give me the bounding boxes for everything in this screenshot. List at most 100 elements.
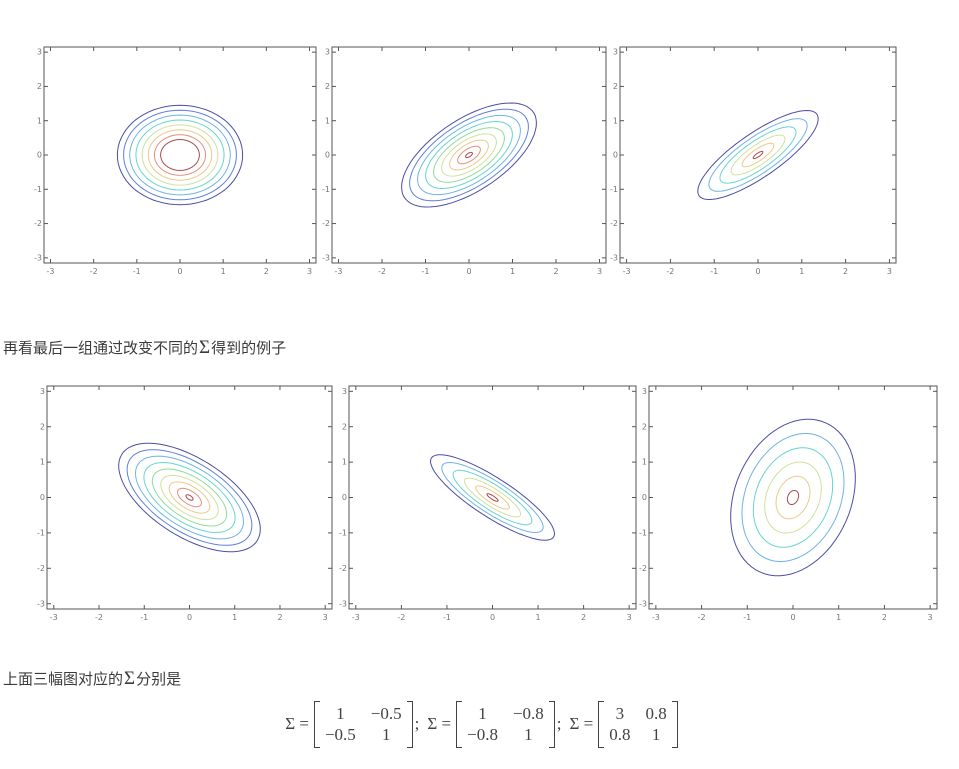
formula-separator: ; — [556, 714, 562, 734]
covariance-formula-line: Σ = 1 −0.5 −0.5 1 ; Σ = 1 −0.8 −0.8 1 ; … — [0, 701, 959, 748]
contour-plot-canvas: -3 -2 -1 0 1 2 3 -3 -2 -1 0 1 2 3 — [37, 385, 333, 622]
matrix-bracket-right — [406, 701, 413, 748]
matrix-cell: −0.5 — [370, 704, 402, 723]
svg-text:-2: -2 — [95, 613, 103, 622]
svg-text:1: 1 — [613, 116, 618, 125]
svg-text:3: 3 — [627, 613, 632, 622]
matrix-cell: −0.5 — [324, 725, 356, 745]
svg-text:2: 2 — [37, 82, 42, 91]
matrix-bracket-left — [598, 701, 605, 748]
svg-text:1: 1 — [799, 267, 804, 276]
svg-text:3: 3 — [597, 267, 602, 276]
svg-text:1: 1 — [836, 613, 841, 622]
svg-text:2: 2 — [277, 613, 282, 622]
svg-text:-1: -1 — [140, 613, 148, 622]
caption-mid-text-post: 得到的例子 — [211, 340, 287, 357]
caption-bottom: 上面三幅图对应的 Σ 分别是 — [3, 668, 181, 690]
caption-mid: 再看最后一组通过改变不同的 Σ 得到的例子 — [3, 337, 286, 359]
matrix-cell: 0.8 — [645, 704, 667, 723]
contour-plot-canvas: -3 -2 -1 0 1 2 3 -3 -2 -1 0 1 2 3 — [339, 385, 637, 622]
svg-text:0: 0 — [755, 267, 760, 276]
svg-text:1: 1 — [325, 116, 330, 125]
svg-text:-3: -3 — [652, 613, 660, 622]
contour-plot-row1-strong-positive-corr: -3 -2 -1 0 1 2 3 -3 -2 -1 0 1 2 3 — [608, 41, 904, 279]
svg-text:-2: -2 — [378, 267, 386, 276]
svg-text:2: 2 — [882, 613, 887, 622]
svg-text:2: 2 — [843, 267, 848, 276]
svg-text:-1: -1 — [743, 613, 751, 622]
svg-text:0: 0 — [790, 613, 795, 622]
svg-text:2: 2 — [40, 422, 45, 431]
svg-text:3: 3 — [642, 387, 647, 396]
matrix-bracket-right — [548, 701, 555, 748]
svg-text:-2: -2 — [639, 564, 647, 573]
sigma-equals: Σ = — [569, 714, 594, 734]
covariance-matrix-1: 1 −0.5 −0.5 1 — [313, 701, 413, 748]
svg-text:-2: -2 — [322, 219, 330, 228]
svg-text:1: 1 — [510, 267, 515, 276]
svg-text:-1: -1 — [443, 613, 451, 622]
svg-text:-1: -1 — [133, 267, 141, 276]
svg-text:0: 0 — [177, 267, 182, 276]
contour-plot-row2-strong-negative-corr: -3 -2 -1 0 1 2 3 -3 -2 -1 0 1 2 3 — [337, 380, 644, 625]
contour-plot-canvas: -3 -2 -1 0 1 2 3 -3 -2 -1 0 1 2 3 — [34, 46, 317, 276]
svg-text:-2: -2 — [698, 613, 706, 622]
svg-text:-3: -3 — [34, 254, 42, 263]
svg-text:-3: -3 — [322, 254, 330, 263]
svg-text:-2: -2 — [397, 613, 405, 622]
contour-plot-row2-wide-ellipse: -3 -2 -1 0 1 2 3 -3 -2 -1 0 1 2 3 — [637, 380, 945, 625]
matrix-cell: −0.8 — [512, 704, 544, 723]
svg-text:3: 3 — [325, 48, 330, 57]
matrix-bracket-right — [671, 701, 678, 748]
contour-plot-row2-negative-corr: -3 -2 -1 0 1 2 3 -3 -2 -1 0 1 2 3 — [35, 380, 340, 625]
matrix-cell: 1 — [336, 704, 345, 723]
matrix-bracket-left — [313, 701, 320, 748]
svg-text:2: 2 — [342, 422, 347, 431]
svg-text:-3: -3 — [610, 254, 618, 263]
contour-plot-canvas: -3 -2 -1 0 1 2 3 -3 -2 -1 0 1 2 3 — [610, 46, 897, 276]
svg-text:0: 0 — [642, 493, 647, 502]
formula-separator: ; — [414, 714, 420, 734]
svg-text:-2: -2 — [90, 267, 98, 276]
matrix-cell: 1 — [651, 725, 661, 745]
contour-plot-canvas: -3 -2 -1 0 1 2 3 -3 -2 -1 0 1 2 3 — [639, 385, 938, 622]
svg-text:-3: -3 — [37, 599, 45, 608]
svg-text:3: 3 — [323, 613, 328, 622]
svg-text:0: 0 — [40, 493, 45, 502]
svg-text:-3: -3 — [352, 613, 360, 622]
matrix-bracket-left — [456, 701, 463, 748]
svg-text:2: 2 — [264, 267, 269, 276]
matrix-cell: 0.8 — [609, 725, 631, 745]
contour-plot-row1-positive-corr: -3 -2 -1 0 1 2 3 -3 -2 -1 0 1 2 3 — [320, 41, 614, 279]
svg-text:0: 0 — [342, 493, 347, 502]
svg-text:-2: -2 — [34, 219, 42, 228]
svg-text:-1: -1 — [322, 185, 330, 194]
svg-text:1: 1 — [342, 458, 347, 467]
svg-text:-1: -1 — [339, 529, 347, 538]
svg-text:-1: -1 — [422, 267, 430, 276]
svg-text:-3: -3 — [339, 599, 347, 608]
svg-text:1: 1 — [40, 458, 45, 467]
sigma-equals: Σ = — [285, 714, 309, 734]
svg-text:-2: -2 — [37, 564, 45, 573]
matrix-cell: −0.8 — [467, 725, 498, 745]
svg-text:-3: -3 — [639, 599, 647, 608]
sigma-symbol: Σ — [199, 337, 211, 358]
svg-text:-1: -1 — [37, 529, 45, 538]
svg-text:3: 3 — [887, 267, 892, 276]
caption-mid-text-pre: 再看最后一组通过改变不同的 — [3, 340, 199, 357]
svg-text:-1: -1 — [639, 529, 647, 538]
svg-text:-2: -2 — [610, 219, 618, 228]
svg-text:1: 1 — [221, 267, 226, 276]
svg-text:3: 3 — [342, 387, 347, 396]
svg-text:3: 3 — [928, 613, 933, 622]
covariance-matrix-2: 1 −0.8 −0.8 1 — [456, 701, 555, 748]
svg-text:0: 0 — [37, 151, 42, 160]
svg-text:-3: -3 — [335, 267, 343, 276]
svg-text:-1: -1 — [34, 185, 42, 194]
svg-text:-3: -3 — [50, 613, 58, 622]
svg-text:0: 0 — [613, 151, 618, 160]
svg-text:0: 0 — [466, 267, 471, 276]
svg-text:2: 2 — [581, 613, 586, 622]
